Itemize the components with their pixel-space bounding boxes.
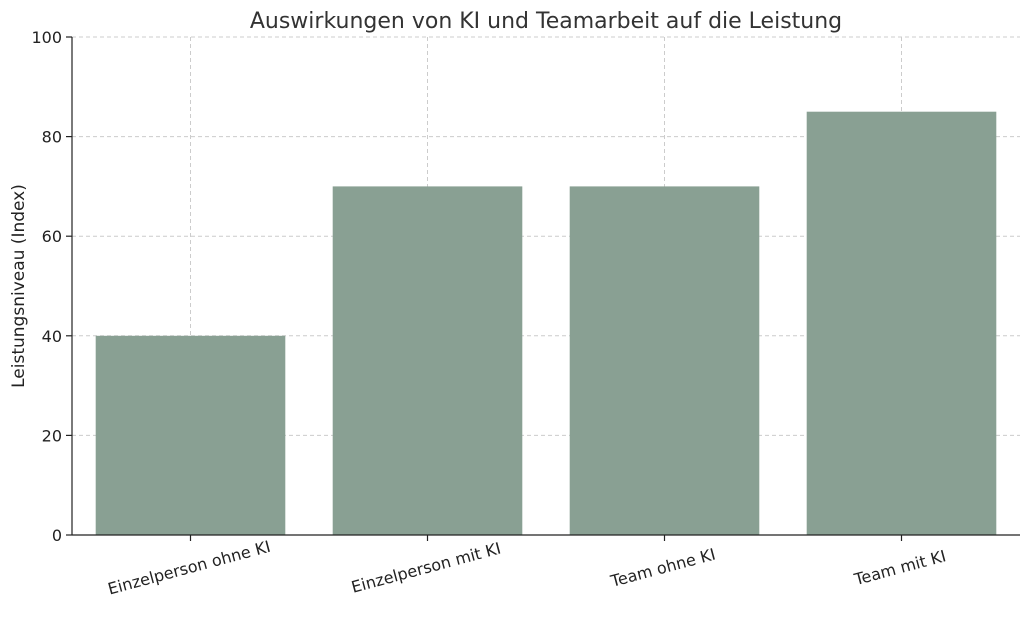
- x-tick-label: Team mit KI: [851, 546, 948, 589]
- y-tick-label: 80: [42, 128, 62, 147]
- axis-layer: [66, 36, 1020, 541]
- x-tick-label: Einzelperson ohne KI: [106, 537, 273, 599]
- x-tick-label: Einzelperson mit KI: [349, 539, 503, 597]
- bar: [806, 111, 997, 535]
- y-tick-label: 40: [42, 327, 62, 346]
- y-tick-label: 20: [42, 426, 62, 445]
- y-tick-label: 0: [52, 526, 62, 545]
- chart-title: Auswirkungen von KI und Teamarbeit auf d…: [250, 9, 842, 34]
- bar: [332, 186, 523, 535]
- bar: [95, 335, 286, 535]
- y-tick-label: 100: [31, 28, 62, 47]
- bar-layer: [95, 111, 997, 535]
- y-tick-label: 60: [42, 227, 62, 246]
- bar: [569, 186, 760, 535]
- x-tick-label: Team ohne KI: [608, 545, 718, 591]
- y-axis-label: Leistungsniveau (Index): [9, 184, 29, 388]
